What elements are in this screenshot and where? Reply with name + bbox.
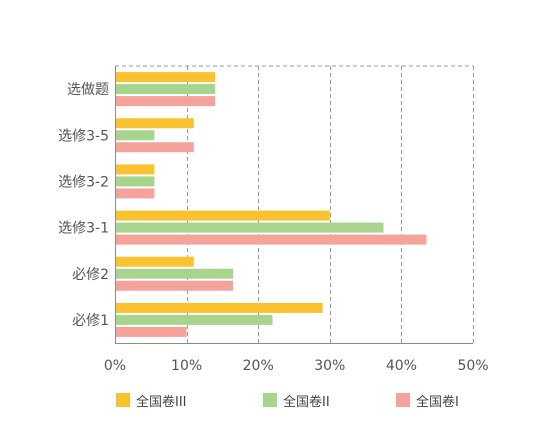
category-label: 选修3-5 [58, 128, 109, 144]
x-tick-labels: 0% 10% 20% 30% 40% 50% [104, 358, 489, 374]
x-tick-label: 50% [457, 358, 488, 374]
legend-label-series-2: 全国卷II [283, 394, 330, 410]
legend-swatch-series-1 [396, 393, 410, 407]
bar [116, 314, 273, 325]
x-tick-label: 10% [171, 358, 202, 374]
bar [116, 176, 155, 187]
bar [116, 84, 216, 95]
legend-item-series-1: 全国卷I [396, 388, 459, 412]
bar [116, 210, 330, 221]
bar [116, 302, 323, 313]
bar [116, 164, 155, 175]
bar [116, 142, 194, 153]
bars [116, 72, 427, 337]
bar [116, 326, 187, 337]
bar [116, 96, 216, 107]
legend-item-series-3: 全国卷III [116, 388, 187, 412]
bar [116, 118, 194, 129]
x-tick-label: 30% [314, 358, 345, 374]
bar [116, 222, 384, 233]
category-label: 选做题 [67, 82, 109, 98]
legend: 全国卷III 全国卷II 全国卷I [0, 388, 549, 412]
bar [116, 72, 216, 83]
x-tick-label: 20% [243, 358, 274, 374]
x-tick-label: 40% [386, 358, 417, 374]
legend-swatch-series-3 [116, 393, 130, 407]
category-label: 选修3-2 [58, 174, 109, 190]
bar [116, 130, 155, 141]
grid-lines [115, 65, 474, 344]
bar [116, 234, 427, 245]
bar [116, 188, 155, 199]
legend-label-series-3: 全国卷III [136, 394, 187, 410]
legend-item-series-2: 全国卷II [263, 388, 330, 412]
bar [116, 280, 234, 291]
bar [116, 256, 194, 267]
category-label: 必修2 [72, 267, 109, 283]
category-label: 选修3-1 [58, 221, 109, 237]
legend-label-series-1: 全国卷I [416, 394, 459, 410]
legend-swatch-series-2 [263, 393, 277, 407]
bar [116, 268, 234, 279]
category-label: 必修1 [72, 313, 109, 329]
x-tick-label: 0% [104, 358, 126, 374]
